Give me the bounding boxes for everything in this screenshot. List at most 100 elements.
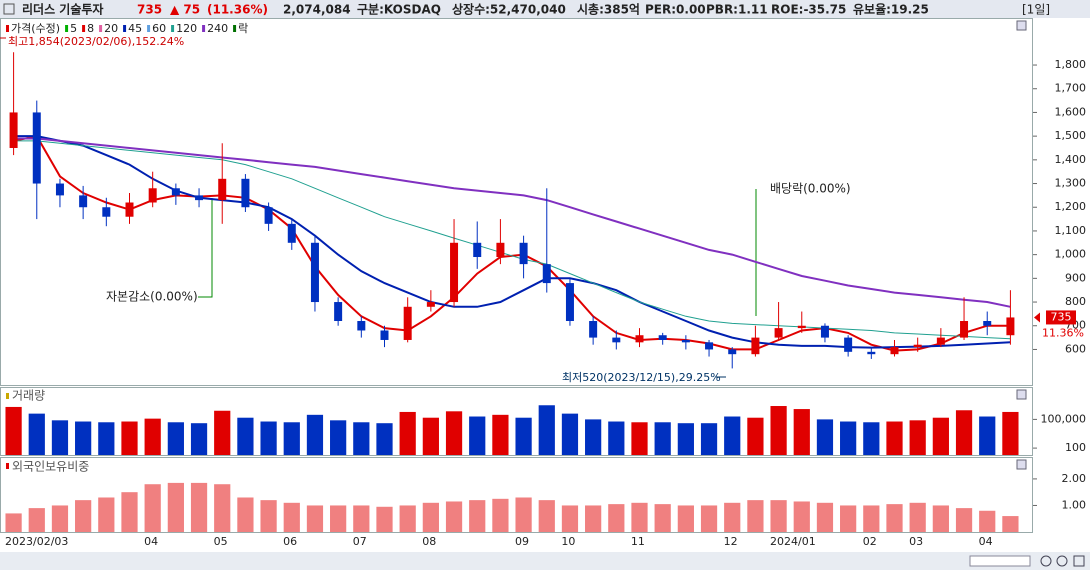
panel-button[interactable]: [1016, 389, 1027, 400]
bar: [330, 505, 347, 532]
y-tick-label: 1,400: [1055, 153, 1087, 166]
y-tick-label: 100,000: [1041, 412, 1087, 425]
panel-button[interactable]: [1016, 459, 1027, 470]
x-tick-label: 12: [724, 535, 738, 548]
bar: [747, 417, 764, 455]
x-tick-label: 06: [283, 535, 297, 548]
bar: [422, 502, 439, 532]
candle-body: [519, 242, 528, 265]
candle-body: [913, 344, 922, 348]
bar: [167, 482, 184, 532]
bar: [190, 482, 208, 532]
bar: [979, 510, 996, 532]
bar: [840, 505, 857, 532]
legend-label: 120: [176, 22, 197, 35]
bar: [75, 500, 92, 532]
bar: [700, 423, 718, 455]
candle-body: [473, 242, 482, 258]
bar: [863, 422, 880, 455]
foreign-title: 외국인보유비중: [12, 460, 89, 474]
period[interactable]: [1일]: [1022, 3, 1050, 17]
bar: [1002, 411, 1019, 455]
zoom-slider[interactable]: [969, 555, 1031, 567]
bar: [283, 422, 300, 455]
bar: [445, 411, 463, 455]
y-tick-label: 1,300: [1055, 177, 1087, 190]
change-pct: (11.36%): [207, 3, 268, 17]
bar: [886, 504, 903, 532]
y-tick-label: 1,500: [1055, 129, 1087, 142]
bar: [214, 484, 231, 532]
bar: [793, 501, 810, 532]
candle-body: [171, 188, 180, 196]
bar: [144, 484, 161, 532]
y-tick-label: 100: [1065, 441, 1086, 454]
bar: [190, 423, 208, 455]
header-icon[interactable]: [3, 3, 15, 15]
x-tick-label: 03: [909, 535, 923, 548]
change: ▲ 75: [170, 3, 200, 17]
candle-body: [287, 223, 296, 243]
legend-label: 20: [104, 22, 118, 35]
roe: ROE:-35.75: [771, 3, 846, 17]
x-tick-label: 10: [561, 535, 575, 548]
candle-body: [310, 242, 319, 303]
volume: 2,074,084: [283, 3, 351, 17]
market: 구분:KOSDAQ: [357, 3, 441, 17]
panel-button[interactable]: [1016, 20, 1027, 31]
zoom-out[interactable]: [1040, 555, 1052, 567]
bar: [724, 416, 741, 455]
legend-swatch: [65, 25, 69, 32]
x-tick-label: 04: [144, 535, 158, 548]
x-tick-label: 05: [214, 535, 228, 548]
low-annotation: 최저520(2023/12/15),29.25%: [562, 371, 721, 384]
bar: [909, 420, 926, 455]
candle-body: [867, 351, 876, 355]
bar: [608, 421, 625, 455]
bar: [955, 410, 973, 455]
legend-swatch: [6, 393, 9, 399]
bar: [1002, 516, 1019, 532]
bar: [863, 505, 880, 532]
zoom-in[interactable]: [1056, 555, 1068, 567]
bar: [932, 505, 949, 532]
bar: [677, 423, 694, 455]
bar: [585, 419, 602, 455]
bar: [330, 420, 347, 455]
bar: [51, 505, 69, 532]
legend-swatch: [171, 25, 175, 32]
legend-label: 5: [70, 22, 77, 35]
bar: [631, 422, 648, 455]
bar: [561, 413, 579, 455]
bar: [167, 422, 184, 455]
y-tick-label: 1,100: [1055, 224, 1087, 237]
bar: [724, 502, 741, 532]
capital-line: [198, 198, 213, 298]
legend-swatch: [99, 25, 103, 32]
bar: [747, 500, 764, 532]
settings[interactable]: [1073, 555, 1085, 567]
bar: [28, 413, 45, 455]
dividend-annotation: 배당락(0.00%): [770, 182, 851, 196]
candle-body: [635, 335, 644, 343]
legend-label: 가격(수정): [11, 22, 60, 35]
candle-body: [936, 337, 945, 345]
bar: [631, 502, 648, 532]
bar: [399, 411, 416, 455]
legend-swatch: [6, 463, 9, 469]
pbr: PBR:1.11: [706, 3, 768, 17]
candle-body: [195, 195, 204, 201]
bar: [608, 504, 625, 532]
bar: [979, 416, 996, 455]
bar: [469, 416, 486, 455]
current-pct: 11.36%: [1042, 326, 1084, 339]
y-tick-label: 800: [1065, 295, 1086, 308]
bar: [538, 500, 555, 532]
bar: [469, 500, 486, 532]
reserve: 유보율:19.25: [853, 3, 929, 17]
bar: [51, 420, 69, 455]
candle-body: [751, 337, 760, 355]
x-tick-label: 04: [979, 535, 993, 548]
bar: [28, 508, 45, 532]
current-pointer: [1034, 312, 1040, 323]
